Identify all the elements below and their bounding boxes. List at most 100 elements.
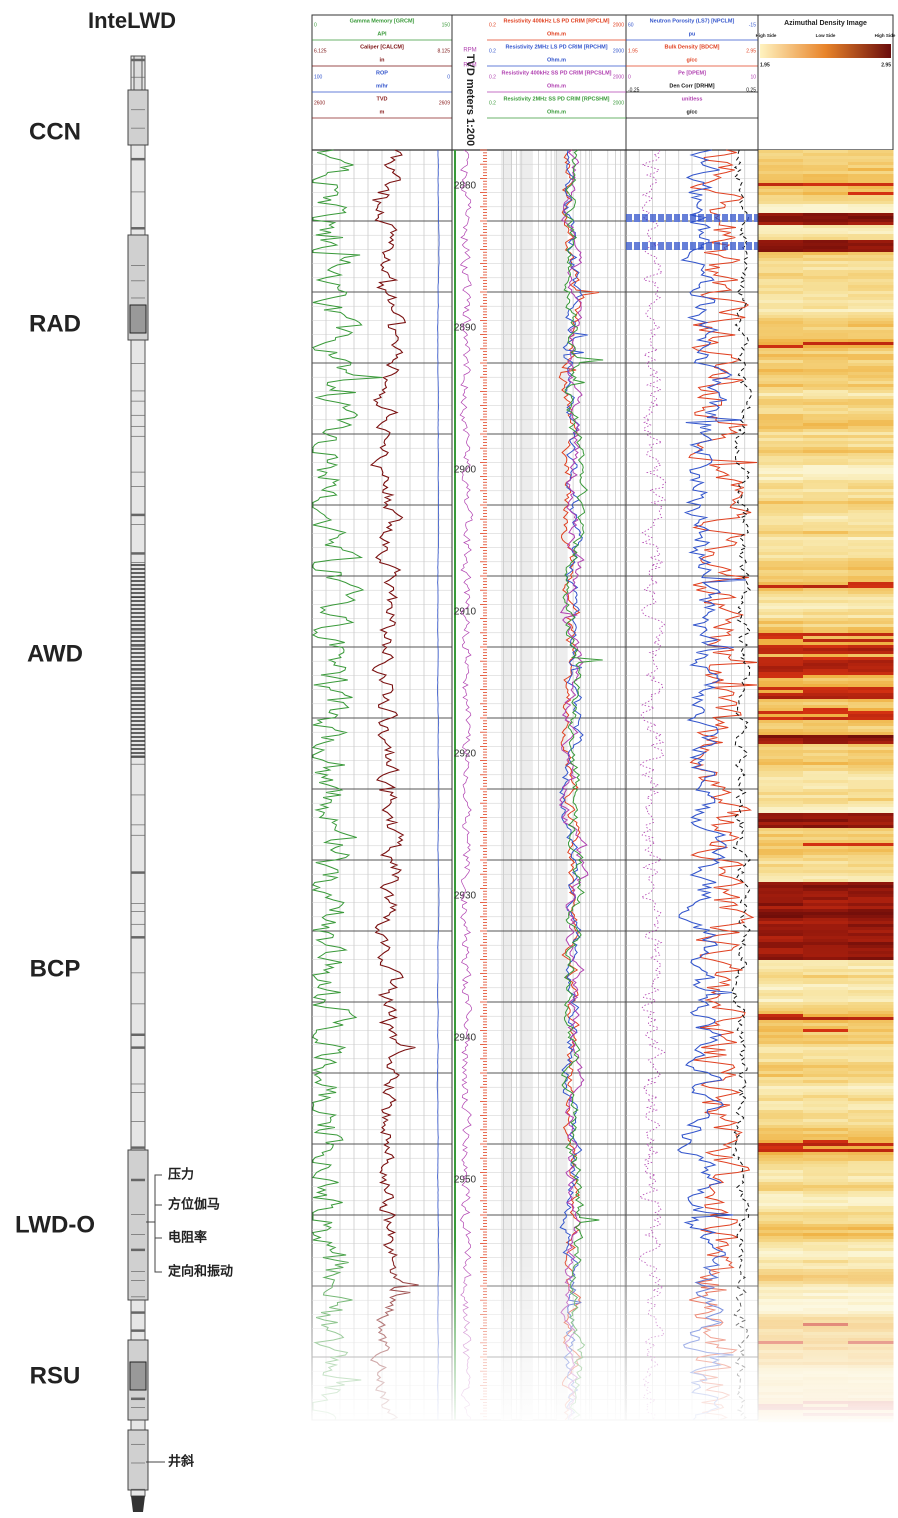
image-pixel (758, 870, 804, 874)
image-pixel (803, 1074, 849, 1078)
image-pixel (848, 636, 894, 640)
image-pixel (803, 1182, 849, 1186)
image-pixel (803, 540, 849, 544)
image-pixel (758, 1197, 804, 1201)
image-pixel (758, 690, 804, 694)
image-pixel (848, 843, 894, 847)
image-pixel (758, 567, 804, 571)
image-pixel (848, 204, 894, 208)
image-pixel (758, 525, 804, 529)
image-pixel (803, 474, 849, 478)
image-pixel (758, 900, 804, 904)
image-pixel (758, 912, 804, 916)
image-pixel (803, 288, 849, 292)
image-pixel (848, 180, 894, 184)
image-pixel (758, 363, 804, 367)
image-pixel (803, 792, 849, 796)
image-pixel (848, 666, 894, 670)
image-pixel (848, 348, 894, 352)
image-pixel (803, 765, 849, 769)
image-pixel (803, 933, 849, 937)
image-pixel (758, 1227, 804, 1231)
image-pixel (848, 612, 894, 616)
image-pixel (848, 741, 894, 745)
image-pixel (803, 1005, 849, 1009)
image-pixel (758, 882, 804, 886)
header-name: unitless (682, 96, 703, 102)
image-pixel (848, 663, 894, 667)
image-pixel (848, 222, 894, 226)
image-pixel (758, 309, 804, 313)
image-pixel (803, 525, 849, 529)
header-name: m/hr (376, 83, 389, 89)
image-pixel (758, 1188, 804, 1192)
image-pixel (758, 366, 804, 370)
image-pixel (758, 696, 804, 700)
image-pixel (803, 807, 849, 811)
image-pixel (848, 888, 894, 892)
image-pixel (758, 618, 804, 622)
image-pixel (803, 444, 849, 448)
image-pixel (848, 852, 894, 856)
image-pixel (848, 1194, 894, 1198)
title: InteLWD (88, 8, 176, 33)
image-pixel (758, 546, 804, 550)
image-pixel (758, 354, 804, 358)
image-pixel (758, 897, 804, 901)
image-pixel (758, 669, 804, 673)
image-pixel (803, 333, 849, 337)
image-pixel (803, 1164, 849, 1168)
image-pixel (758, 1071, 804, 1075)
image-pixel (803, 927, 849, 931)
image-pixel (803, 783, 849, 787)
image-pixel (803, 852, 849, 856)
image-pixel (758, 1119, 804, 1123)
image-pixel (758, 969, 804, 973)
image-pixel (803, 210, 849, 214)
image-pixel (758, 1149, 804, 1153)
image-pixel (848, 489, 894, 493)
image-pixel (803, 756, 849, 760)
image-pixel (803, 1188, 849, 1192)
image-pixel (803, 633, 849, 637)
image-pixel (758, 1092, 804, 1096)
image-pixel (848, 1080, 894, 1084)
image-pixel (758, 420, 804, 424)
image-pixel (848, 1185, 894, 1189)
image-pixel (848, 990, 894, 994)
image-pixel (803, 429, 849, 433)
image-pixel (848, 810, 894, 814)
image-pixel (803, 1020, 849, 1024)
image-pixel (803, 177, 849, 181)
image-pixel (758, 1158, 804, 1162)
image-pixel (803, 1224, 849, 1228)
image-pixel (758, 1041, 804, 1045)
image-pixel (848, 567, 894, 571)
image-pixel (758, 921, 804, 925)
image-pixel (848, 1101, 894, 1105)
image-pixel (848, 426, 894, 430)
image-pixel (848, 984, 894, 988)
image-pixel (758, 228, 804, 232)
image-pixel (848, 792, 894, 796)
image-pixel (758, 1050, 804, 1054)
image-pixel (848, 375, 894, 379)
header-name: pu (689, 31, 696, 37)
header-name: Resistivity 400kHz LS PD CRIM [RPCLM] (503, 18, 609, 24)
image-pixel (848, 1104, 894, 1108)
image-pixel (758, 360, 804, 364)
image-pixel (758, 651, 804, 655)
image-pixel (848, 1023, 894, 1027)
image-pixel (803, 627, 849, 631)
image-pixel (803, 813, 849, 817)
image-pixel (848, 174, 894, 178)
image-pixel (803, 720, 849, 724)
image-pixel (848, 1155, 894, 1159)
image-pixel (758, 1062, 804, 1066)
image-pixel (803, 534, 849, 538)
image-pixel (848, 228, 894, 232)
image-pixel (803, 1083, 849, 1087)
image-pixel (803, 381, 849, 385)
image-pixel (803, 753, 849, 757)
